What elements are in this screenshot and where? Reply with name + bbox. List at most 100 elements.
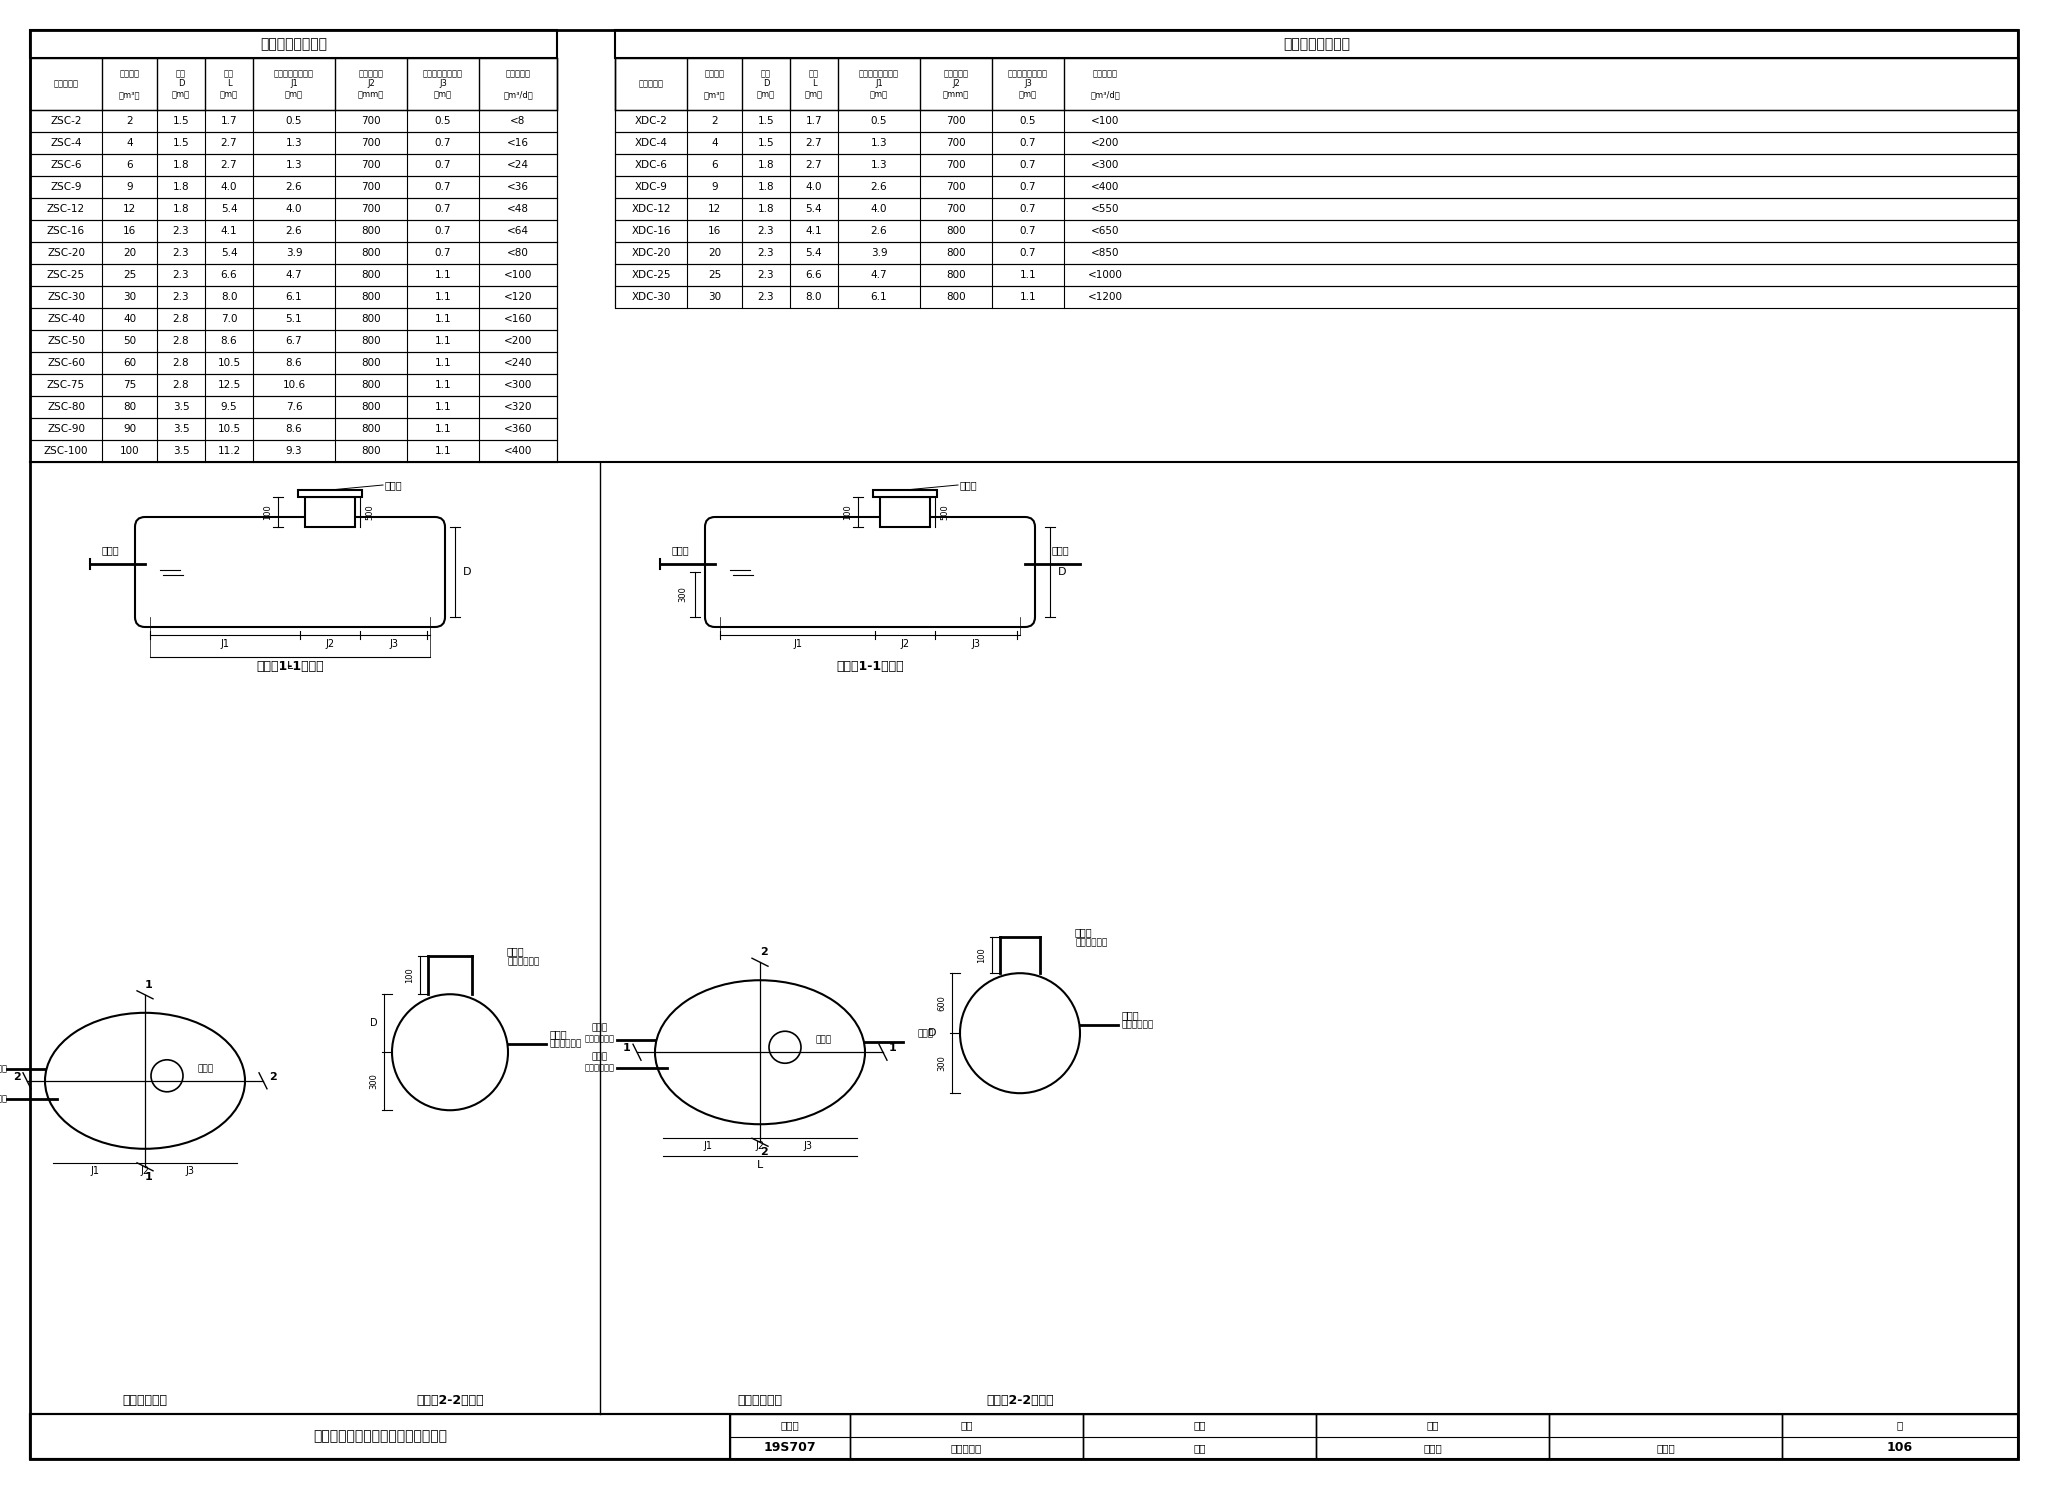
- Text: 2.7: 2.7: [805, 159, 823, 170]
- Text: 800: 800: [360, 270, 381, 280]
- Ellipse shape: [655, 980, 864, 1124]
- Text: ZSC-90: ZSC-90: [47, 424, 86, 433]
- Text: 25: 25: [709, 270, 721, 280]
- Bar: [1548, 1415, 1782, 1459]
- Bar: [31, 286, 557, 308]
- Text: <80: <80: [508, 249, 528, 258]
- Text: 12: 12: [709, 204, 721, 214]
- Text: J1: J1: [702, 1141, 713, 1151]
- Text: 检查井: 检查井: [961, 479, 977, 490]
- Bar: [31, 110, 557, 133]
- Text: ZSC-6: ZSC-6: [51, 159, 82, 170]
- Text: 6.1: 6.1: [870, 292, 887, 302]
- Text: 25: 25: [123, 270, 135, 280]
- Text: 5.1: 5.1: [285, 314, 303, 325]
- Text: 4.0: 4.0: [221, 182, 238, 192]
- Text: 5.4: 5.4: [805, 204, 823, 214]
- Text: 6: 6: [127, 159, 133, 170]
- Text: 6.7: 6.7: [285, 337, 303, 345]
- Text: 9.5: 9.5: [221, 402, 238, 412]
- FancyBboxPatch shape: [705, 517, 1034, 627]
- Text: 检查井距封头距离
J1
（m）: 检查井距封头距离 J1 （m）: [858, 68, 899, 98]
- Text: 0.5: 0.5: [434, 116, 451, 127]
- Text: <300: <300: [1092, 159, 1118, 170]
- Text: 检查井距封头距离
J3
（m）: 检查井距封头距离 J3 （m）: [424, 68, 463, 98]
- Text: J1: J1: [221, 639, 229, 649]
- Text: 2.3: 2.3: [758, 270, 774, 280]
- Text: XDC-20: XDC-20: [631, 249, 670, 258]
- Bar: [1782, 1415, 2017, 1459]
- Bar: [31, 153, 557, 176]
- Text: 6.1: 6.1: [285, 292, 303, 302]
- Text: 直径
D
（m）: 直径 D （m）: [758, 68, 774, 98]
- Text: 10.5: 10.5: [217, 357, 240, 368]
- Text: 2.6: 2.6: [870, 226, 887, 235]
- Text: ZSC-4: ZSC-4: [51, 138, 82, 147]
- Text: 封头进水方式: 封头进水方式: [508, 957, 539, 966]
- Text: 页: 页: [1896, 1421, 1903, 1431]
- Text: 12: 12: [123, 204, 135, 214]
- Text: 2.3: 2.3: [172, 292, 188, 302]
- Text: 0.7: 0.7: [1020, 249, 1036, 258]
- Text: 3.5: 3.5: [172, 402, 188, 412]
- Text: 中水池规格尺寸表: 中水池规格尺寸表: [260, 37, 328, 51]
- Text: 8.6: 8.6: [285, 357, 303, 368]
- Text: 检查井直径
J2
（mm）: 检查井直径 J2 （mm）: [358, 68, 385, 98]
- Text: 2.7: 2.7: [221, 159, 238, 170]
- Text: 校对: 校对: [1194, 1421, 1206, 1431]
- Text: 封头进水方式: 封头进水方式: [586, 1035, 614, 1044]
- Text: 中水池平面图: 中水池平面图: [123, 1394, 168, 1407]
- Bar: [614, 176, 2017, 198]
- Text: 1.1: 1.1: [434, 447, 451, 456]
- Text: J3: J3: [803, 1141, 811, 1151]
- Text: 0.5: 0.5: [870, 116, 887, 127]
- Bar: [1317, 1415, 1548, 1459]
- Text: ZSC-50: ZSC-50: [47, 337, 86, 345]
- Text: 2.6: 2.6: [285, 182, 303, 192]
- Text: 0.7: 0.7: [434, 226, 451, 235]
- Text: 700: 700: [360, 159, 381, 170]
- Text: 19S707: 19S707: [764, 1441, 817, 1455]
- Circle shape: [391, 995, 508, 1111]
- Text: 800: 800: [360, 249, 381, 258]
- Text: J3: J3: [971, 639, 981, 649]
- Bar: [881, 497, 930, 527]
- Text: 出水管: 出水管: [1051, 545, 1069, 555]
- Text: 4.1: 4.1: [221, 226, 238, 235]
- Text: 6.6: 6.6: [221, 270, 238, 280]
- Text: XDC-9: XDC-9: [635, 182, 668, 192]
- Bar: [31, 308, 557, 331]
- Text: 2.8: 2.8: [172, 380, 188, 390]
- Text: 马丹丹: 马丹丹: [1423, 1443, 1442, 1453]
- Text: 马方方: 马方方: [1657, 1443, 1675, 1453]
- Text: 0.7: 0.7: [434, 159, 451, 170]
- Text: J3: J3: [389, 639, 397, 649]
- Text: <300: <300: [504, 380, 532, 390]
- Text: 检查井距封头距离
J1
（m）: 检查井距封头距离 J1 （m）: [274, 68, 313, 98]
- Text: J2: J2: [901, 639, 909, 649]
- Text: <200: <200: [504, 337, 532, 345]
- Text: 4.7: 4.7: [285, 270, 303, 280]
- Bar: [872, 490, 938, 497]
- Bar: [31, 58, 557, 110]
- Bar: [31, 220, 557, 243]
- Text: 1.3: 1.3: [870, 159, 887, 170]
- Text: 进水管: 进水管: [592, 1024, 608, 1033]
- Text: 9: 9: [127, 182, 133, 192]
- Text: 图集号: 图集号: [780, 1421, 799, 1431]
- Bar: [31, 351, 557, 374]
- Bar: [614, 153, 2017, 176]
- Text: 700: 700: [360, 204, 381, 214]
- Text: ZSC-9: ZSC-9: [51, 182, 82, 192]
- Text: 1.1: 1.1: [1020, 270, 1036, 280]
- Text: 消毒池规格尺寸表: 消毒池规格尺寸表: [1282, 37, 1350, 51]
- Text: <650: <650: [1092, 226, 1120, 235]
- Text: 倚中学化廳: 倚中学化廳: [950, 1443, 983, 1453]
- Text: 16: 16: [709, 226, 721, 235]
- Text: 0.7: 0.7: [434, 204, 451, 214]
- Text: 参考处理量

（m³/d）: 参考处理量 （m³/d）: [1090, 68, 1120, 98]
- Text: 16: 16: [123, 226, 135, 235]
- Text: 700: 700: [360, 116, 381, 127]
- Text: 4.0: 4.0: [287, 204, 303, 214]
- Bar: [305, 497, 354, 527]
